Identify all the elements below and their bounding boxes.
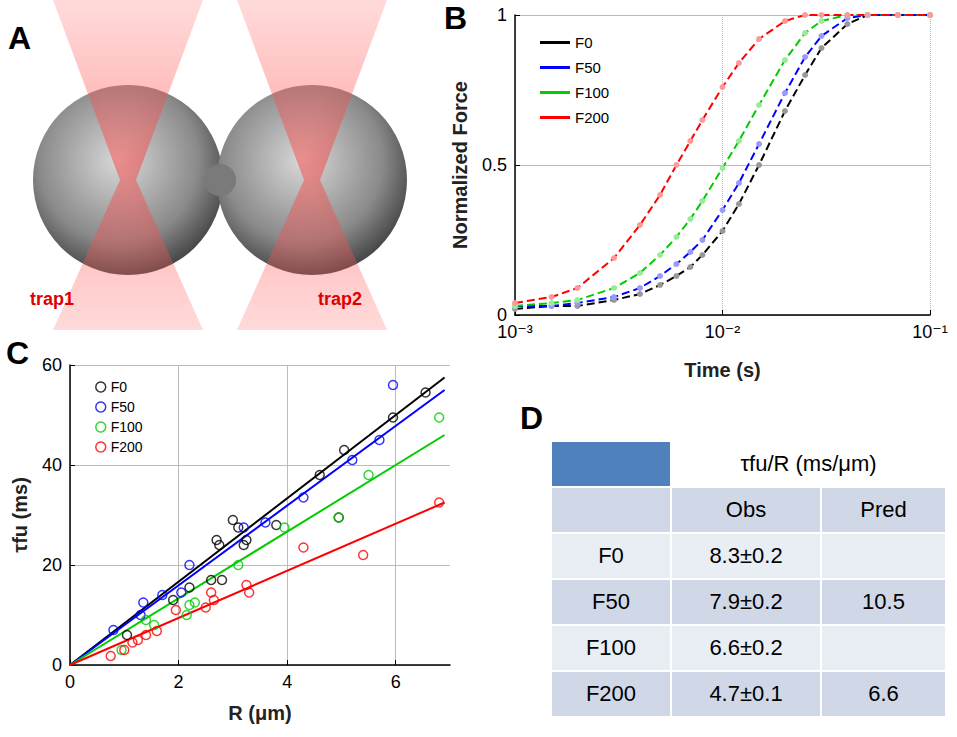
- svg-text:F0: F0: [111, 379, 128, 395]
- html-text:4.7±0.1: 4.7±0.1: [709, 681, 783, 706]
- svg-text:F50: F50: [575, 59, 601, 76]
- svg-text:F50: F50: [111, 399, 135, 415]
- svg-text:Time (s): Time (s): [684, 359, 760, 381]
- svg-text:0.5: 0.5: [482, 155, 507, 175]
- svg-text:0: 0: [497, 305, 507, 325]
- html-text:B: B: [444, 0, 468, 36]
- svg-text:trap1: trap1: [30, 289, 74, 309]
- html-text:10.5: 10.5: [862, 589, 905, 614]
- svg-text:0: 0: [65, 672, 75, 692]
- svg-text:1: 1: [497, 5, 507, 25]
- html-text:Pred: Pred: [860, 497, 907, 522]
- svg-text:10⁻²: 10⁻²: [705, 322, 741, 342]
- svg-text:F100: F100: [111, 419, 143, 435]
- html-text:F100: F100: [585, 635, 637, 660]
- svg-text:F0: F0: [575, 34, 593, 51]
- html-text:D: D: [520, 400, 544, 436]
- svg-text:τfu (ms): τfu (ms): [9, 477, 31, 553]
- html-text:6.6±0.2: 6.6±0.2: [709, 635, 783, 660]
- svg-text:Normalized Force: Normalized Force: [449, 81, 471, 249]
- svg-text:40: 40: [42, 455, 62, 475]
- html-text:C: C: [6, 335, 30, 371]
- html-text:F50: F50: [592, 589, 630, 614]
- svg-text:R (μm): R (μm): [228, 702, 291, 724]
- html-text:F0: F0: [598, 543, 624, 568]
- html-text:A: A: [8, 20, 32, 56]
- svg-text:F200: F200: [575, 109, 609, 126]
- svg-text:4: 4: [282, 672, 292, 692]
- svg-text:2: 2: [174, 672, 184, 692]
- svg-text:10⁻³: 10⁻³: [497, 322, 533, 342]
- svg-text:F100: F100: [575, 84, 609, 101]
- svg-text:10⁻¹: 10⁻¹: [912, 322, 948, 342]
- svg-text:60: 60: [42, 355, 62, 375]
- svg-text:F200: F200: [111, 439, 143, 455]
- html-text:Obs: Obs: [725, 497, 767, 522]
- html-text:F200: F200: [585, 681, 637, 706]
- html-text:6.6: 6.6: [868, 681, 899, 706]
- svg-text:0: 0: [52, 655, 62, 675]
- svg-text:20: 20: [42, 555, 62, 575]
- html-text:7.9±0.2: 7.9±0.2: [709, 589, 783, 614]
- html-text:τfu/R (ms/μm): τfu/R (ms/μm): [740, 451, 877, 476]
- html-text:8.3±0.2: 8.3±0.2: [709, 543, 783, 568]
- svg-text:trap2: trap2: [318, 289, 362, 309]
- svg-text:6: 6: [391, 672, 401, 692]
